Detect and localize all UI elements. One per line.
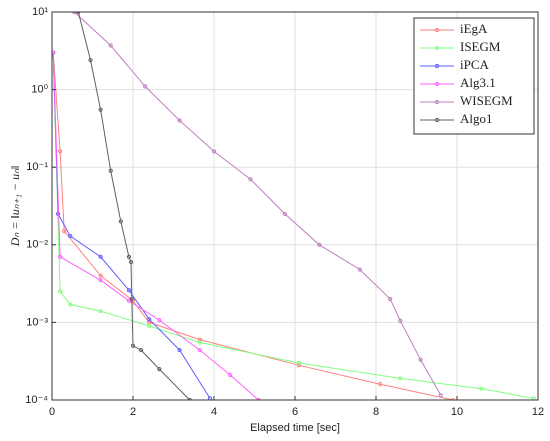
point-marker	[398, 376, 403, 381]
point-marker	[177, 118, 182, 123]
legend-label: Algo1	[460, 111, 493, 126]
point-marker	[108, 168, 113, 173]
point-marker	[177, 347, 182, 353]
point-marker	[130, 343, 136, 348]
x-tick-label: 8	[373, 406, 379, 418]
point-marker	[118, 219, 123, 224]
x-tick-label: 4	[211, 406, 217, 418]
point-marker	[68, 302, 73, 307]
y-tick-label: 10⁻¹	[26, 161, 48, 173]
point-marker	[197, 340, 202, 345]
point-marker	[72, 12, 77, 15]
point-marker	[88, 57, 93, 63]
y-tick-label: 10⁻³	[26, 316, 48, 328]
series-group	[52, 12, 537, 400]
point-marker	[139, 347, 144, 353]
series-line	[52, 52, 259, 400]
legend-marker	[434, 99, 440, 105]
point-marker	[58, 289, 63, 294]
point-marker	[228, 372, 233, 378]
series-line	[52, 52, 454, 400]
point-marker	[98, 273, 103, 278]
y-tick-label: 10⁻⁴	[25, 394, 48, 406]
point-marker	[58, 254, 63, 259]
x-tick-label: 6	[292, 406, 298, 418]
point-marker	[126, 298, 132, 303]
point-marker	[147, 317, 152, 322]
axes: 0 2 4 6 8 10 12 10⁻⁴ 10⁻³ 10⁻² 10⁻¹ 10⁰ 10¹	[25, 6, 544, 418]
point-marker	[98, 278, 103, 283]
point-marker	[377, 382, 383, 387]
point-marker	[296, 360, 302, 366]
legend-marker	[434, 117, 440, 123]
series-line	[52, 52, 535, 399]
legend-label: iPCA	[460, 57, 490, 72]
point-marker	[126, 288, 132, 293]
point-marker	[147, 323, 152, 329]
point-marker	[388, 296, 393, 302]
legend-marker	[434, 27, 440, 33]
legend-marker	[434, 81, 440, 87]
point-marker	[98, 308, 103, 314]
point-marker	[108, 43, 113, 48]
point-marker	[479, 386, 484, 391]
legend-label: Alg3.1	[460, 75, 496, 90]
point-marker	[126, 254, 132, 259]
point-marker	[398, 318, 403, 323]
point-marker	[62, 229, 67, 234]
point-marker	[157, 367, 162, 372]
point-marker	[211, 149, 217, 154]
legend-label: ISEGM	[460, 39, 501, 54]
point-marker	[52, 50, 56, 55]
point-marker	[128, 259, 134, 265]
legend-marker	[434, 63, 440, 69]
legend-box	[413, 17, 535, 135]
x-tick-label: 12	[532, 406, 544, 418]
series-line	[77, 12, 191, 400]
point-marker	[157, 318, 162, 323]
series-line	[73, 12, 442, 396]
legend-label: WISEGM	[460, 93, 513, 108]
series-line	[52, 52, 211, 399]
x-tick-label: 10	[451, 406, 463, 418]
point-marker	[129, 296, 134, 302]
point-marker	[197, 347, 202, 353]
legend: iEgA ISEGM iPCA Alg3.1 WISEGM Algo1	[413, 17, 535, 135]
x-axis-label: Elapsed time [sec]	[250, 422, 340, 434]
point-marker	[418, 357, 423, 362]
y-axis-label: Dₙ = ‖uₙ₊₁ − uₙ‖	[8, 166, 22, 247]
point-marker	[68, 233, 73, 239]
point-marker	[143, 84, 148, 89]
legend-marker	[434, 45, 440, 51]
point-marker	[98, 107, 103, 112]
point-marker	[296, 363, 302, 368]
x-tick-label: 2	[130, 406, 136, 418]
point-marker	[248, 177, 253, 182]
point-marker	[98, 254, 103, 259]
legend-label: iEgA	[460, 21, 488, 36]
point-marker	[58, 149, 63, 154]
y-tick-label: 10¹	[32, 6, 48, 18]
x-tick-label: 0	[49, 406, 55, 418]
point-marker	[55, 211, 61, 217]
y-tick-label: 10⁰	[31, 84, 48, 96]
point-marker	[438, 393, 443, 398]
point-marker	[282, 211, 287, 217]
point-marker	[76, 12, 81, 15]
point-marker	[357, 267, 362, 272]
y-tick-label: 10⁻²	[26, 239, 48, 251]
point-marker	[317, 242, 322, 247]
